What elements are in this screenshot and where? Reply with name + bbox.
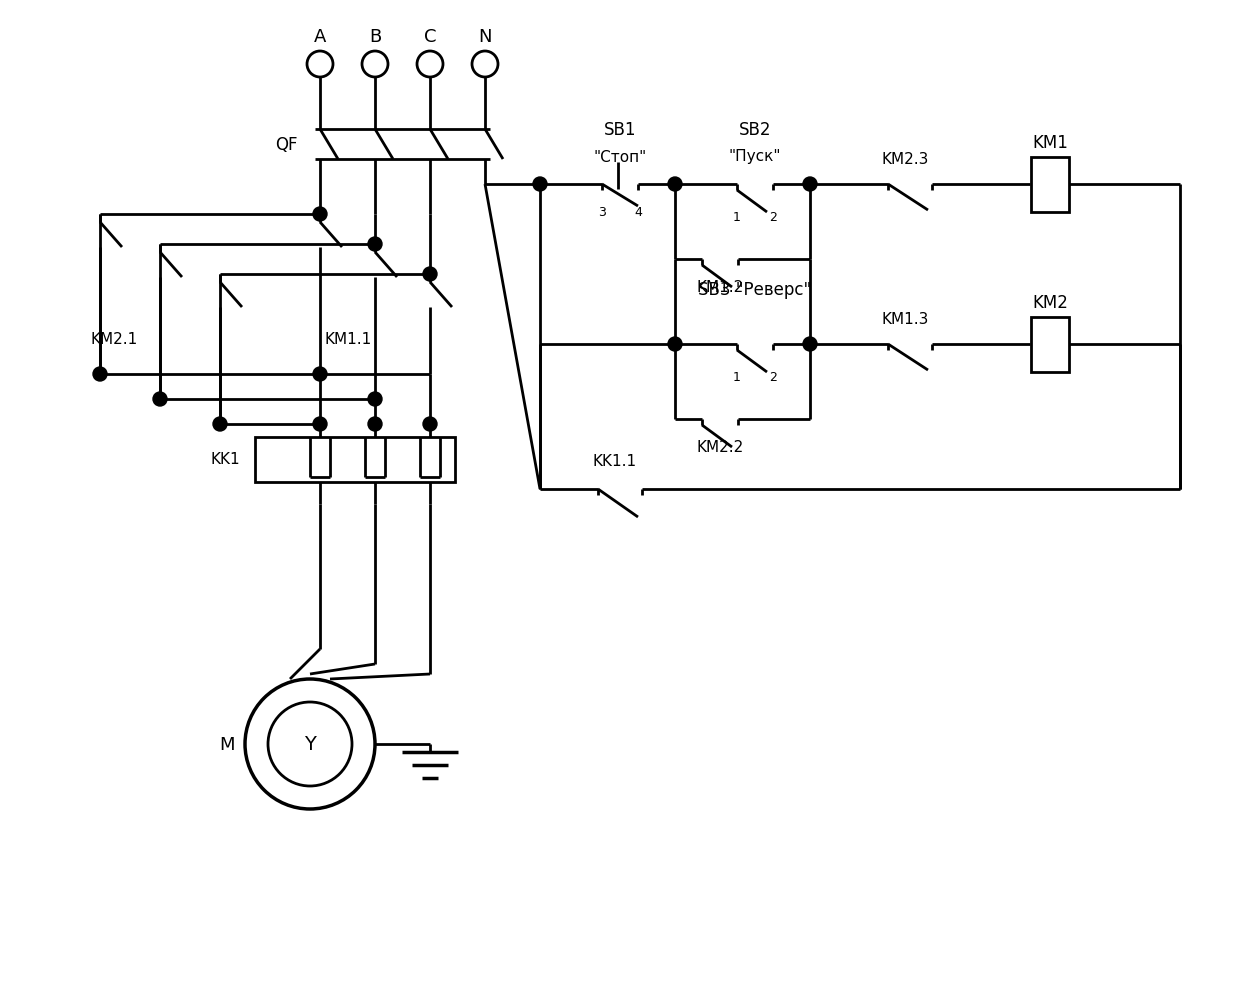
- Bar: [1031, 157, 1069, 213]
- Circle shape: [803, 338, 817, 352]
- Text: KM1: KM1: [1032, 134, 1068, 152]
- Circle shape: [313, 417, 327, 431]
- Text: KM1.1: KM1.1: [325, 332, 372, 347]
- Circle shape: [422, 417, 437, 431]
- Text: KM2.3: KM2.3: [881, 152, 929, 167]
- Text: SB3 "Реверс": SB3 "Реверс": [699, 280, 812, 299]
- Text: KM2.2: KM2.2: [696, 440, 743, 455]
- Bar: [255, 437, 455, 482]
- Circle shape: [313, 208, 327, 222]
- Text: "Пуск": "Пуск": [729, 149, 782, 164]
- Circle shape: [422, 267, 437, 281]
- Text: KK1.1: KK1.1: [593, 454, 637, 469]
- Text: M: M: [219, 736, 235, 753]
- Text: KM2: KM2: [1032, 293, 1068, 312]
- Text: SB1: SB1: [603, 121, 637, 139]
- Circle shape: [368, 393, 382, 407]
- Text: 1: 1: [733, 212, 741, 225]
- Circle shape: [313, 368, 327, 382]
- Bar: [1031, 317, 1069, 372]
- Text: KM1.2: KM1.2: [696, 280, 743, 295]
- Text: B: B: [369, 28, 382, 46]
- Text: Y: Y: [304, 735, 316, 753]
- Text: N: N: [478, 28, 492, 46]
- Text: A: A: [313, 28, 326, 46]
- Circle shape: [368, 238, 382, 251]
- Circle shape: [152, 393, 167, 407]
- Text: C: C: [424, 28, 436, 46]
- Text: 2: 2: [769, 371, 777, 384]
- Text: KM2.1: KM2.1: [90, 332, 138, 347]
- Circle shape: [668, 178, 681, 192]
- Text: SB2: SB2: [738, 121, 771, 139]
- Circle shape: [368, 417, 382, 431]
- Text: 1: 1: [733, 371, 741, 384]
- Text: KM1.3: KM1.3: [881, 312, 929, 327]
- Text: "Стоп": "Стоп": [593, 149, 647, 164]
- Text: 3: 3: [598, 207, 606, 220]
- Text: KK1: KK1: [211, 452, 240, 467]
- Text: QF: QF: [275, 136, 299, 154]
- Circle shape: [533, 178, 546, 192]
- Circle shape: [668, 338, 681, 352]
- Text: 2: 2: [769, 212, 777, 225]
- Circle shape: [803, 178, 817, 192]
- Circle shape: [213, 417, 227, 431]
- Circle shape: [93, 368, 107, 382]
- Text: 4: 4: [634, 207, 642, 220]
